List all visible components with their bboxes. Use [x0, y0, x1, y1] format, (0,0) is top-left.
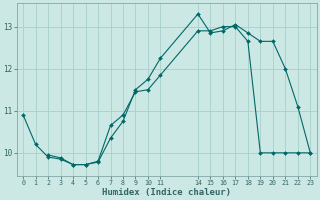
X-axis label: Humidex (Indice chaleur): Humidex (Indice chaleur) [102, 188, 231, 197]
